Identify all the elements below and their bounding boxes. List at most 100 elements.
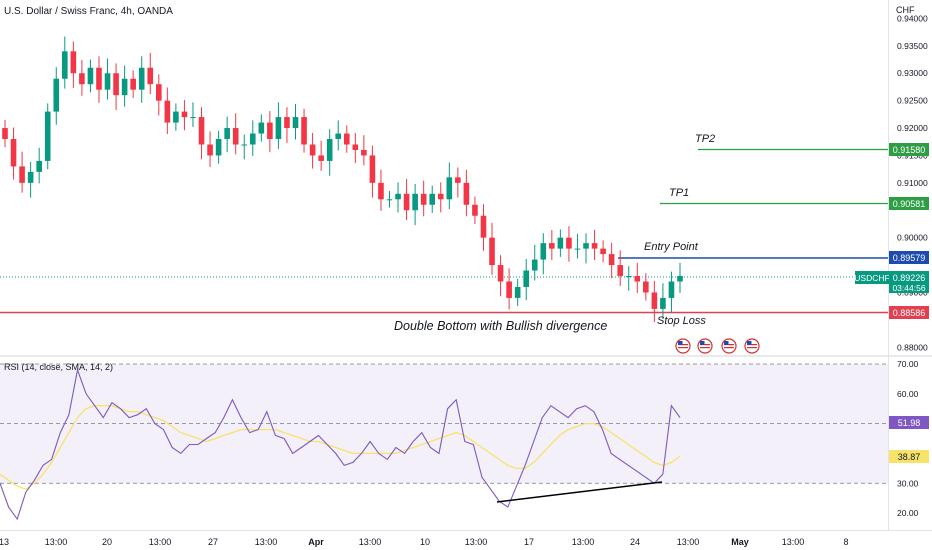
countdown-label: 03:44:56 [892,283,925,293]
candle-body [514,286,521,298]
candle-body [258,122,265,134]
candle-body [19,166,25,183]
candle-body [472,204,478,216]
price-tick-label: 0.92000 [897,123,928,133]
candle-body [121,78,128,96]
candle-body [292,117,299,129]
candle-body [523,270,530,287]
candle-body [147,67,154,85]
candle-body [249,133,256,145]
entry-label: Entry Point [644,241,699,253]
candle-body [361,149,367,156]
price-tick-label: 0.91000 [897,178,928,188]
candle-body [326,139,333,161]
candle-body [87,67,94,85]
candle-body [634,276,641,282]
time-tick-label: 24 [630,537,640,547]
stop-loss-price-tag: 0.88586 [893,308,926,318]
price-axis-ticks: 0.940000.935000.930000.925000.920000.915… [897,13,928,352]
price-tick-label: 0.93500 [897,41,928,51]
rsi-value-tag: 51.98 [898,418,921,428]
candle-body [651,292,658,309]
symbol-tag [855,271,889,284]
candle-body [583,243,589,249]
candle-body [96,67,102,90]
candle-body [232,128,239,145]
candle-body [617,265,623,277]
candle-body [497,265,504,282]
candle-body [190,117,196,119]
candle-body [506,281,512,298]
candle-body [275,117,282,140]
candle-body [660,297,666,309]
us-flag-icon[interactable] [721,338,737,354]
candle-body [181,111,188,118]
time-tick-label: 13 [0,537,9,547]
candle-body [284,117,290,129]
candle-body [62,51,68,79]
candle-body [104,73,111,90]
candle-body [608,254,615,266]
current-price-tag: 0.89226 [893,273,926,283]
candle-body [412,193,418,211]
time-tick-label: 8 [843,537,848,547]
us-flag-icon[interactable] [675,338,691,354]
candle-body [549,243,555,249]
entry-price-tag: 0.89579 [893,253,926,263]
candle-body [215,139,222,156]
price-tick-label: 0.93000 [897,68,928,78]
candle-body [267,122,273,140]
tp2-label: TP2 [695,133,715,145]
rsi-title: RSI (14, close, SMA, 14, 2) [4,362,114,372]
stop-loss-label: Stop Loss [657,315,706,327]
time-tick-label: 20 [102,537,112,547]
candle-body [625,276,632,278]
candle-body [386,199,393,201]
rsi-tick-label: 60.00 [897,389,919,399]
candle-body [352,144,359,150]
candle-body [173,111,179,123]
us-flag-icon[interactable] [697,338,713,354]
candle-body [301,117,307,145]
candle-body [44,111,51,161]
time-axis-ticks: 13 13:00 20 13:00 27 13:00 Apr 13:00 10 13:00 17 13… [0,537,849,547]
time-tick-label: 17 [524,537,534,547]
divergence-line[interactable] [496,481,663,503]
candle-body [335,133,342,140]
candle-body [463,182,470,205]
time-tick-label: Apr [308,537,324,547]
candle-body [343,133,350,145]
currency-label: CHF [896,5,915,15]
candle-body [309,144,316,156]
chart-title: U.S. Dollar / Swiss Franc, 4h, OANDA [4,6,173,17]
time-tick-label: 13:00 [465,537,488,547]
candle-body [480,215,487,238]
candle-body [130,78,136,90]
candle-body [138,67,145,90]
candle-body [378,182,384,200]
candle-body [395,193,401,200]
rsi-ma-line [0,405,681,490]
candle-body [10,139,17,167]
price-tick-label: 0.92500 [897,96,928,106]
event-flags[interactable] [675,338,760,354]
us-flag-icon[interactable] [744,338,760,354]
candle-body [437,193,444,200]
candle-body [224,128,230,140]
tp1-label: TP1 [669,187,689,199]
tp2-price-tag: 0.91580 [893,145,926,155]
tp1-price-tag: 0.90581 [893,199,926,209]
candle-body [369,155,376,183]
price-tick-label: 0.90000 [897,233,928,243]
time-tick-label: May [731,537,749,547]
candle-body [241,144,248,146]
candle-body [429,193,436,205]
candle-body [403,193,410,211]
price-level-tags: 0.91580 0.90581 0.89579 0.88586 USDCHF 0… [854,143,929,463]
candle-body [2,128,8,140]
candles [2,36,683,323]
candle-body [574,248,581,250]
candle-body [489,237,495,266]
